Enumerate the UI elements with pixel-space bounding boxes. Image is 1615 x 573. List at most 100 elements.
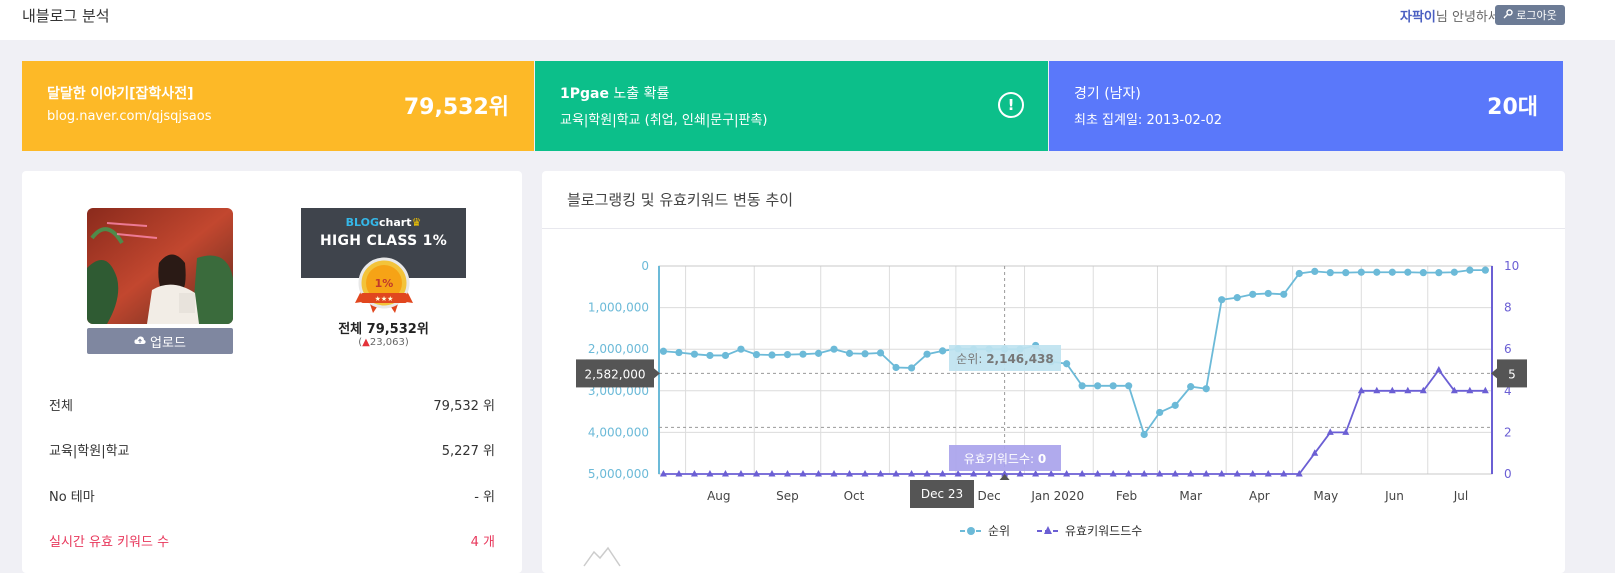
blog-name: 달달한 이야기[잡학사전] <box>47 86 194 102</box>
x-tick-label: Aug <box>707 489 730 503</box>
keyword-point <box>1249 470 1257 477</box>
keyword-point <box>1481 386 1489 394</box>
y-tick-label-left: 2,000,000 <box>588 342 649 356</box>
keyword-point <box>1404 386 1412 394</box>
rank-point <box>1233 294 1241 302</box>
rank-point <box>1326 269 1334 277</box>
keyword-point <box>1326 428 1334 435</box>
legend-keyword-marker <box>1044 526 1052 534</box>
x-tick-label: Jul <box>1453 489 1468 503</box>
rank-change-prefix: ( <box>358 337 363 348</box>
rank-point <box>923 350 931 358</box>
keyword-point <box>877 470 885 477</box>
tooltip-rank-value: 2,146,438 <box>986 352 1054 366</box>
rank-point <box>1202 385 1210 393</box>
legend-rank-label: 순위 <box>988 524 1010 538</box>
legend-rank-marker <box>967 527 975 535</box>
first-collect-date: 최초 집계일: 2013-02-02 <box>1074 113 1222 128</box>
tooltip-keyword-value: 0 <box>1038 452 1046 466</box>
keyword-point <box>737 470 745 477</box>
blogchart-logo-a: BLOG <box>345 216 380 229</box>
keyword-point <box>1001 470 1009 477</box>
rank-point <box>1156 408 1164 417</box>
rank-row-theme: No 테마 - 위 <box>49 486 495 505</box>
rank-row-label: 교육|학원|학교 <box>49 444 130 459</box>
rank-row-value: 4 개 <box>470 535 495 550</box>
rank-point <box>814 349 823 357</box>
keyword-point <box>1373 386 1381 394</box>
rank-point <box>783 351 792 359</box>
keyword-point <box>1342 428 1350 435</box>
keyword-point <box>1357 386 1365 394</box>
rank-change-value: 23,063 <box>369 337 405 348</box>
y-tick-label-right: 10 <box>1504 259 1519 273</box>
exposure-category: 교육|학원|학교 (취업, 인쇄|문구|판촉) <box>560 113 768 128</box>
rank-point <box>1450 268 1458 276</box>
keyword-point <box>706 470 714 477</box>
x-tick-label: Sep <box>776 489 799 503</box>
age-group: 20대 <box>1487 95 1538 120</box>
x-tick-label: Apr <box>1249 489 1270 503</box>
tooltip-rank-label: 순위: <box>956 352 986 366</box>
keyword-point <box>721 470 729 477</box>
x-tick-label: Dec <box>977 489 1000 503</box>
rank-row-label: No 테마 <box>49 490 95 505</box>
rank-row-label: 전체 <box>49 399 73 414</box>
rank-point <box>1280 290 1288 298</box>
rank-row-value: 79,532 위 <box>433 399 495 414</box>
blogchart-logo-b: chart <box>379 216 412 229</box>
logout-button[interactable]: 로그아웃 <box>1495 5 1565 25</box>
blogchart-logo: BLOGchart♛ <box>301 216 466 229</box>
keyword-point <box>908 470 916 477</box>
rank-change: (▲23,063) <box>301 337 466 348</box>
tooltip-right-box <box>1497 359 1527 388</box>
tooltip-date-value: Dec 23 <box>921 487 963 501</box>
keyword-point <box>783 470 791 477</box>
rank-point <box>1063 360 1071 368</box>
rank-point <box>768 351 776 359</box>
tooltip-keyword-box <box>949 445 1061 471</box>
keyword-point <box>1218 470 1226 477</box>
profile-card: 업로드 BLOGchart♛ HIGH CLASS 1% ★★★ 1% 전체 7… <box>22 171 522 573</box>
medal-text: 1% <box>375 277 394 290</box>
rank-point <box>830 345 838 353</box>
keyword-point <box>768 470 776 477</box>
rank-point <box>1218 296 1226 304</box>
tooltip-date-arrow <box>999 474 1010 480</box>
keyword-point <box>954 470 962 477</box>
rank-point <box>892 363 900 372</box>
up-arrow-icon: ▲ <box>362 337 370 348</box>
cloud-upload-icon <box>134 334 146 349</box>
keyword-point <box>1171 470 1179 477</box>
y-tick-label-left: 4,000,000 <box>588 425 649 439</box>
blog-url: blog.naver.com/qjsqjsaos <box>47 109 212 124</box>
exposure-label-bold: 1Pgae <box>560 86 609 102</box>
rank-point <box>845 349 854 357</box>
rank-point <box>1404 268 1412 276</box>
upload-button[interactable]: 업로드 <box>87 328 233 354</box>
rank-row-total: 전체 79,532 위 <box>49 395 495 414</box>
total-rank: 전체 79,532위 <box>338 322 429 337</box>
rank-row-value: 5,227 위 <box>441 444 495 459</box>
keyword-point <box>799 470 807 477</box>
keyword-point <box>1094 470 1102 477</box>
rank-row-label: 실시간 유효 키워드 수 <box>49 535 170 550</box>
trend-chart[interactable]: 01,000,0002,000,0003,000,0004,000,0005,0… <box>542 171 1565 573</box>
rank-point <box>675 348 683 357</box>
keyword-point <box>690 470 698 477</box>
keyword-point <box>1435 366 1443 373</box>
rank-point <box>1435 269 1443 277</box>
keyword-point <box>985 470 993 477</box>
exclamation-icon[interactable]: ! <box>998 92 1024 118</box>
keyword-point <box>970 470 978 477</box>
keyword-point <box>1388 386 1396 394</box>
rank-point <box>721 351 730 360</box>
rank-point <box>1078 382 1086 390</box>
blog-rank: 79,532위 <box>403 95 509 120</box>
logout-label: 로그아웃 <box>1516 9 1557 22</box>
rank-point <box>1311 267 1319 276</box>
rank-point <box>861 350 869 358</box>
rank-point <box>659 347 668 355</box>
x-tick-label: Jan 2020 <box>1030 489 1084 503</box>
keyword-point <box>1187 470 1195 477</box>
